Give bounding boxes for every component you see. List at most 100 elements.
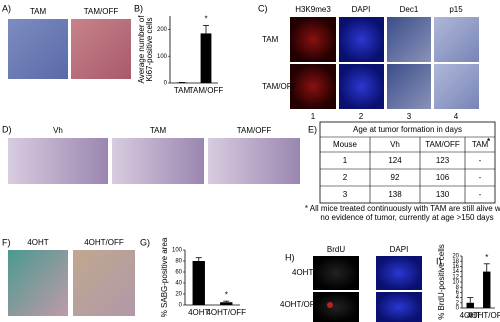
- significance: *: [225, 290, 228, 299]
- y-tick-label: 80: [175, 259, 182, 265]
- significance: *: [485, 253, 488, 262]
- micrograph: [208, 138, 300, 184]
- panel-label: I): [436, 256, 442, 266]
- y-tick-label: 12: [452, 274, 459, 280]
- row-label: 4OHT: [292, 268, 313, 277]
- table-cell: 124: [388, 156, 402, 165]
- micrograph: [387, 17, 431, 62]
- caption: TAM: [30, 7, 47, 16]
- micrograph: [434, 17, 479, 62]
- micrograph: [112, 138, 204, 184]
- y-tick-label: 6: [456, 290, 460, 296]
- y-tick-label: 200: [157, 27, 168, 33]
- caption: DAPI: [390, 245, 409, 254]
- table-cell: 123: [436, 156, 450, 165]
- caption: Vh: [53, 126, 63, 135]
- caption: TAM/OFF: [84, 7, 119, 16]
- column-label: H3K9me3: [295, 5, 331, 14]
- micrograph: [290, 17, 336, 62]
- micrograph: [313, 292, 359, 322]
- y-axis-label: Ki67-positive cells: [145, 17, 154, 81]
- x-tick-label: 4OHT/OFF: [206, 308, 246, 317]
- lane-number: 3: [407, 112, 412, 121]
- caption: TAM/OFF: [237, 126, 272, 135]
- column-label: Dec1: [400, 5, 419, 14]
- lane-number: 1: [311, 112, 316, 121]
- footnote-mark: *: [487, 137, 491, 146]
- stain-spot: [327, 302, 333, 308]
- y-tick-label: 8: [456, 285, 460, 291]
- panel-label: G): [140, 237, 150, 247]
- panel-label: B): [134, 3, 143, 13]
- micrograph: [339, 17, 384, 62]
- y-tick-label: 60: [175, 270, 182, 276]
- x-tick-label: 4OHT: [188, 308, 209, 317]
- micrograph: [8, 138, 108, 184]
- micrograph: [376, 292, 422, 322]
- micrograph: [434, 64, 479, 109]
- column-label: DAPI: [352, 5, 371, 14]
- row-label: TAM: [262, 35, 279, 44]
- lane-number: 2: [359, 112, 364, 121]
- y-tick-label: 100: [157, 54, 168, 60]
- bar: [220, 302, 233, 305]
- table-cell: -: [479, 156, 482, 165]
- table-border: [319, 121, 496, 204]
- table-header: Vh: [390, 140, 400, 149]
- y-tick-label: 16: [452, 264, 459, 270]
- x-tick-label: 4OHT/OFF: [467, 311, 500, 320]
- table-title: Age at tumor formation in days: [353, 125, 462, 134]
- y-axis-label: % SABG-positive area: [160, 237, 169, 317]
- row-label: 4OHT/OFF: [280, 300, 320, 309]
- y-tick-label: 18: [452, 259, 459, 265]
- micrograph: [71, 19, 131, 79]
- panel-label: D): [2, 124, 12, 134]
- bar: [466, 302, 474, 308]
- micrograph: [313, 256, 359, 290]
- significance: *: [204, 14, 207, 23]
- footnote: * All mice treated continuously with TAM…: [305, 204, 500, 213]
- micrograph: [8, 250, 68, 316]
- y-tick-label: 0: [456, 306, 460, 312]
- table-cell: -: [479, 173, 482, 182]
- lane-number: 4: [454, 112, 459, 121]
- table-cell: 2: [343, 173, 348, 182]
- table-cell: 3: [343, 190, 348, 199]
- caption: TAM: [150, 126, 167, 135]
- table-cell: 106: [436, 173, 450, 182]
- table-cell: 1: [343, 156, 348, 165]
- y-axis-label: % BrdU-positive cells: [437, 244, 446, 320]
- table-header: TAM: [472, 140, 489, 149]
- micrograph: [376, 256, 422, 290]
- bar: [200, 33, 212, 83]
- panel-label: C): [258, 3, 268, 13]
- y-tick-label: 20: [452, 254, 459, 260]
- bar: [192, 261, 205, 305]
- footnote: no evidence of tumor, currently at age >…: [320, 213, 493, 222]
- x-tick-label: 4OHT: [460, 311, 481, 320]
- caption: 4OHT/OFF: [84, 238, 124, 247]
- y-tick-label: 2: [456, 300, 460, 306]
- table-cell: -: [479, 190, 482, 199]
- micrograph: [290, 64, 336, 109]
- micrograph: [387, 64, 431, 109]
- y-tick-label: 40: [175, 281, 182, 287]
- panel-label: H): [285, 252, 295, 262]
- table-cell: 130: [436, 190, 450, 199]
- table-cell: 138: [388, 190, 402, 199]
- table-cell: 92: [391, 173, 400, 182]
- caption: BrdU: [327, 245, 345, 254]
- y-tick-label: 4: [456, 295, 460, 301]
- y-tick-label: 14: [452, 269, 459, 275]
- x-tick-label: TAM: [174, 86, 191, 95]
- table-header: Mouse: [333, 140, 358, 149]
- panel-label: A): [2, 3, 11, 13]
- table-header: TAM/OFF: [425, 140, 460, 149]
- y-tick-label: 20: [175, 292, 182, 298]
- column-label: p15: [449, 5, 463, 14]
- panel-label: E): [308, 124, 317, 134]
- bar: [483, 271, 491, 308]
- micrograph: [73, 250, 135, 316]
